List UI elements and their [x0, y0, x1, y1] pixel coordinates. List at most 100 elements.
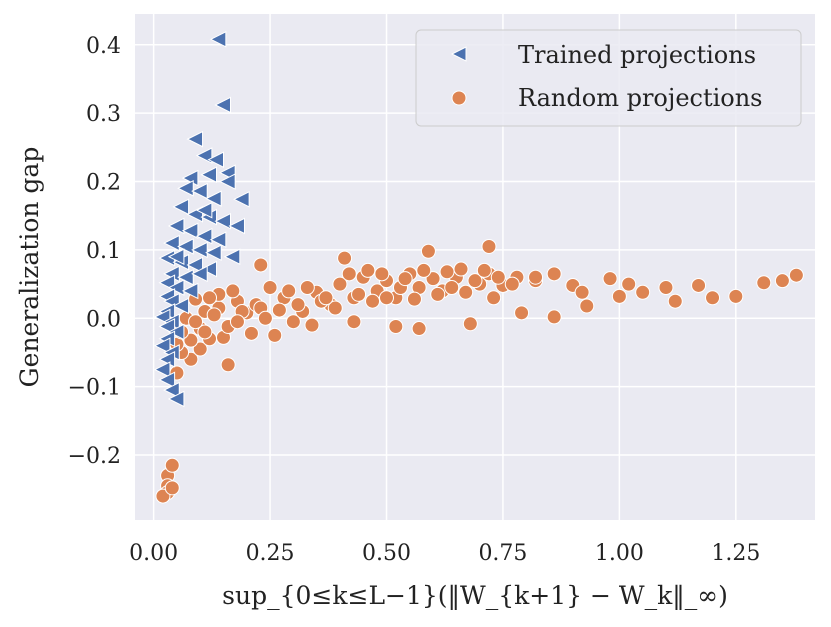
x-tick-label: 0.25	[246, 541, 295, 566]
random-projection-point	[462, 316, 478, 332]
trained-projection-point	[181, 282, 199, 300]
legend-box	[415, 29, 802, 127]
random-projection-point	[481, 238, 497, 254]
random-projection-point	[290, 297, 306, 313]
trained-projection-point	[167, 323, 185, 341]
trained-projection-point	[167, 217, 185, 235]
trained-projection-point	[181, 222, 199, 240]
y-tick-label: 0.3	[86, 102, 121, 127]
random-projection-point	[318, 290, 334, 306]
random-projection-point	[774, 273, 790, 289]
random-projection-point	[164, 457, 180, 473]
random-projection-point	[611, 288, 627, 304]
random-projections-series	[155, 238, 804, 504]
random-projection-point	[220, 357, 236, 373]
trained-projection-point	[167, 390, 185, 408]
random-projection-point	[574, 284, 590, 300]
trained-projection-point	[214, 212, 231, 230]
random-projection-point	[490, 269, 506, 285]
random-projection-point	[397, 271, 413, 287]
random-projection-point	[444, 280, 460, 296]
random-projection-point	[351, 286, 367, 302]
trained-projection-point	[177, 180, 194, 197]
random-projection-point	[360, 262, 376, 278]
trained-projection-point	[153, 361, 171, 378]
y-tick-label: 0.0	[86, 307, 121, 332]
trained-projection-point	[205, 244, 222, 261]
random-projection-point	[486, 290, 502, 306]
random-projection-point	[257, 310, 273, 326]
trained-projection-point	[207, 151, 225, 168]
random-projection-point	[453, 261, 469, 277]
trained-projection-point	[163, 234, 180, 252]
random-projection-point	[379, 290, 395, 306]
random-projection-point	[420, 243, 436, 259]
random-projection-point	[285, 314, 301, 330]
random-projection-point	[458, 284, 474, 300]
random-projection-point	[514, 305, 530, 321]
trained-projection-point	[205, 190, 222, 207]
random-projection-point	[374, 266, 390, 282]
random-projection-point	[341, 266, 357, 282]
random-projection-point	[705, 290, 721, 306]
trained-projection-point	[153, 337, 171, 354]
random-projection-point	[299, 280, 315, 296]
trained-projection-point	[223, 248, 241, 266]
trained-projection-point	[214, 96, 231, 114]
random-projection-point	[192, 341, 208, 357]
trained-projection-point	[172, 297, 190, 315]
random-projection-point	[327, 300, 343, 316]
random-projection-point	[253, 257, 269, 273]
random-projection-point	[546, 309, 562, 325]
random-projection-point	[206, 307, 222, 323]
legend-trained-label: Trained projections	[518, 41, 756, 69]
random-projection-point	[416, 262, 432, 278]
random-projection-point	[788, 267, 804, 283]
y-axis-tick-labels: −0.2 −0.1 0.0 0.1 0.2 0.3 0.4	[68, 34, 121, 469]
x-axis-label: sup_{0≤k≤L−1}(‖W_{k+1} − W_k‖_∞)	[222, 581, 728, 611]
trained-projection-point	[177, 268, 194, 286]
trained-projection-point	[186, 130, 204, 148]
random-projection-point	[528, 269, 544, 285]
random-projection-point	[504, 276, 520, 292]
legend-random-label: Random projections	[518, 84, 763, 112]
random-projection-point	[756, 275, 772, 291]
x-tick-label: 1.25	[711, 541, 760, 566]
random-projection-point	[691, 277, 707, 293]
random-projection-point	[271, 302, 287, 318]
trained-projection-point	[172, 198, 190, 216]
x-axis-tick-labels: 0.00 0.25 0.50 0.75 1.00 1.25	[129, 541, 760, 566]
random-projection-point	[439, 264, 455, 280]
random-projection-point	[467, 273, 483, 289]
trained-projection-point	[200, 260, 218, 278]
random-projection-point	[164, 480, 180, 496]
random-projection-point	[579, 298, 595, 314]
x-tick-label: 0.00	[129, 541, 178, 566]
trained-projection-point	[186, 256, 204, 274]
trained-projection-point	[233, 190, 250, 208]
random-projection-point	[346, 314, 362, 330]
y-tick-label: −0.2	[68, 444, 121, 469]
random-projection-point	[267, 327, 283, 343]
legend-trained-marker	[450, 46, 467, 62]
random-projection-point	[332, 276, 348, 292]
x-tick-label: 0.50	[362, 541, 411, 566]
x-tick-label: 1.00	[595, 541, 644, 566]
trained-projection-point	[177, 238, 194, 255]
y-tick-label: 0.1	[86, 239, 121, 264]
trained-projection-point	[195, 227, 213, 245]
legend: Trained projections Random projections	[415, 29, 802, 127]
trained-projection-point	[191, 241, 208, 259]
random-projection-point	[281, 283, 297, 299]
trained-projection-point	[200, 166, 218, 183]
trained-projection-point	[158, 371, 176, 389]
random-projection-point	[197, 324, 213, 340]
random-projection-point	[658, 280, 674, 296]
random-projection-point	[337, 250, 353, 266]
random-projection-point	[188, 314, 204, 330]
random-projection-point	[229, 314, 245, 330]
trained-projection-point	[195, 201, 213, 219]
random-projection-point	[202, 290, 218, 306]
trained-projection-point	[209, 30, 227, 48]
